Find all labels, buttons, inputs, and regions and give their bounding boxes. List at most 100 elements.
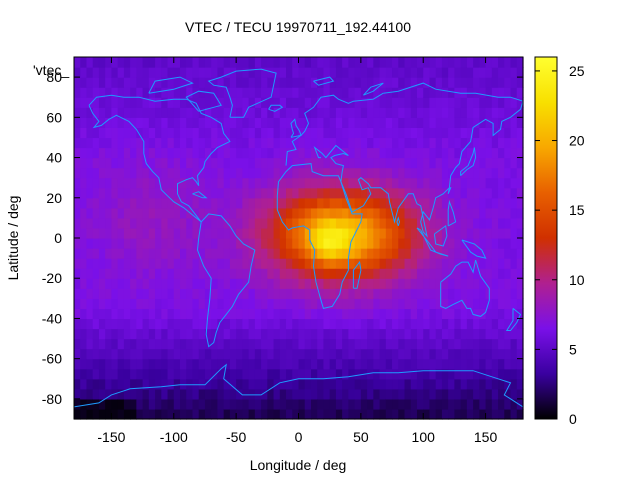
- heatmap-cell: [123, 378, 131, 390]
- heatmap-cell: [335, 147, 343, 159]
- heatmap-cell: [217, 358, 225, 370]
- heatmap-cell: [360, 197, 368, 209]
- heatmap-cell: [279, 87, 287, 98]
- heatmap-cell: [180, 308, 187, 320]
- heatmap-cell: [404, 227, 412, 239]
- heatmap-cell: [130, 368, 137, 380]
- heatmap-cell: [155, 97, 162, 108]
- heatmap-cell: [460, 157, 468, 169]
- heatmap-cell: [204, 117, 212, 128]
- heatmap-cell: [460, 57, 468, 68]
- heatmap-cell: [317, 107, 325, 118]
- heatmap-cell: [460, 207, 468, 219]
- heatmap-cell: [473, 278, 480, 289]
- heatmap-cell: [410, 227, 418, 239]
- heatmap-cell: [416, 268, 424, 279]
- heatmap-cell: [491, 137, 499, 149]
- heatmap-cell: [510, 177, 518, 189]
- heatmap-cell: [473, 268, 480, 279]
- heatmap-cell: [304, 107, 312, 118]
- heatmap-cell: [286, 67, 293, 78]
- heatmap-cell: [242, 238, 250, 249]
- heatmap-cell: [211, 137, 219, 149]
- heatmap-cell: [310, 67, 318, 78]
- heatmap-cell: [504, 368, 512, 380]
- heatmap-cell: [173, 378, 181, 390]
- heatmap-cell: [441, 298, 449, 309]
- heatmap-cell: [317, 227, 325, 239]
- heatmap-cell: [342, 338, 349, 350]
- heatmap-cell: [498, 318, 505, 330]
- heatmap-cell: [416, 288, 424, 299]
- heatmap-cell: [111, 308, 119, 320]
- heatmap-cell: [229, 227, 237, 239]
- heatmap-cell: [485, 97, 493, 108]
- heatmap-cell: [454, 238, 462, 249]
- heatmap-cell: [267, 127, 275, 139]
- heatmap-cell: [310, 187, 318, 199]
- heatmap-cell: [142, 167, 150, 179]
- heatmap-cell: [223, 338, 231, 350]
- heatmap-cell: [267, 408, 275, 420]
- heatmap-cell: [304, 308, 312, 320]
- heatmap-cell: [404, 177, 412, 189]
- heatmap-cell: [310, 238, 318, 249]
- heatmap-cell: [167, 187, 175, 199]
- heatmap-cell: [198, 398, 206, 410]
- heatmap-cell: [367, 137, 374, 149]
- heatmap-cell: [323, 388, 331, 400]
- heatmap-cell: [498, 137, 505, 149]
- heatmap-cell: [435, 207, 443, 219]
- heatmap-cell: [485, 388, 493, 400]
- heatmap-cell: [410, 217, 418, 229]
- heatmap-cell: [292, 408, 300, 420]
- heatmap-cell: [211, 298, 219, 309]
- heatmap-cell: [286, 298, 293, 309]
- heatmap-cell: [261, 177, 268, 189]
- heatmap-cell: [254, 358, 262, 370]
- heatmap-cell: [466, 278, 474, 289]
- heatmap-cell: [279, 77, 287, 88]
- heatmap-cell: [298, 378, 306, 390]
- heatmap-cell: [373, 197, 381, 209]
- heatmap-cell: [80, 227, 88, 239]
- heatmap-cell: [279, 338, 287, 350]
- heatmap-cell: [404, 278, 412, 289]
- heatmap-cell: [286, 368, 293, 380]
- heatmap-cell: [148, 408, 156, 420]
- heatmap-cell: [335, 338, 343, 350]
- heatmap-cell: [136, 197, 144, 209]
- heatmap-cell: [298, 177, 306, 189]
- heatmap-cell: [173, 308, 181, 320]
- heatmap-cell: [367, 318, 374, 330]
- heatmap-cell: [248, 57, 256, 68]
- heatmap-cell: [198, 207, 206, 219]
- heatmap-cell: [360, 248, 368, 259]
- heatmap-cell: [198, 328, 206, 340]
- heatmap-cell: [186, 157, 194, 169]
- heatmap-cell: [236, 177, 243, 189]
- heatmap-cell: [323, 157, 331, 169]
- heatmap-cell: [80, 348, 88, 360]
- heatmap-cell: [80, 248, 88, 259]
- heatmap-cell: [186, 308, 194, 320]
- heatmap-cell: [304, 207, 312, 219]
- heatmap-cell: [161, 127, 169, 139]
- heatmap-cell: [360, 227, 368, 239]
- heatmap-cell: [317, 248, 325, 259]
- heatmap-cell: [385, 358, 393, 370]
- heatmap-cell: [136, 258, 144, 269]
- heatmap-cell: [360, 107, 368, 118]
- heatmap-cell: [310, 398, 318, 410]
- heatmap-cell: [342, 117, 349, 128]
- heatmap-cell: [510, 67, 518, 78]
- heatmap-cell: [217, 177, 225, 189]
- heatmap-cell: [373, 378, 381, 390]
- heatmap-cell: [198, 358, 206, 370]
- heatmap-cell: [504, 268, 512, 279]
- coastline-baffin: [185, 90, 222, 112]
- heatmap-cell: [479, 187, 487, 199]
- heatmap-cell: [473, 107, 480, 118]
- heatmap-cell: [479, 77, 487, 88]
- x-tick-label: 150: [474, 429, 498, 445]
